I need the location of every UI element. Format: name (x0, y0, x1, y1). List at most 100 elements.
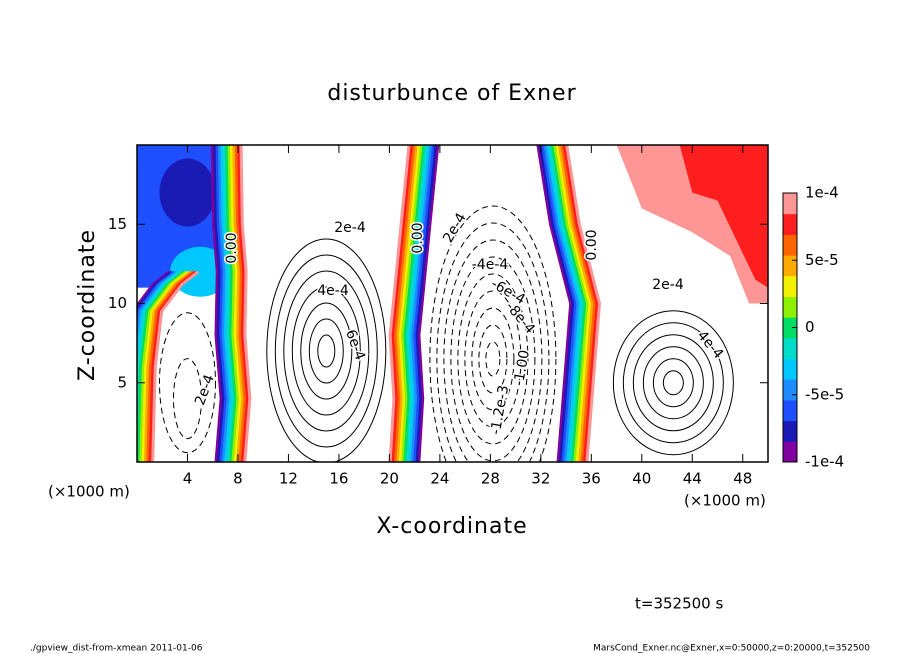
field-band (414, 145, 437, 462)
colorbar-band (783, 255, 797, 277)
field-band (230, 145, 242, 462)
field-band (548, 145, 585, 462)
contour-line (436, 222, 550, 462)
field-band (239, 145, 252, 462)
footer-right: MarsCond_Exner.nc@Exner,x=0:50000,z=0:20… (593, 644, 870, 654)
field-band (536, 145, 573, 462)
time-label: t=352500 s (635, 595, 723, 613)
contour-line (471, 307, 515, 411)
contour-line (291, 286, 361, 416)
field-band (390, 145, 413, 462)
field-band (393, 145, 416, 462)
colorbar-tick-label: -1e-4 (805, 453, 844, 471)
colorbar-tick-label: 0 (805, 318, 815, 336)
contour-line (485, 341, 501, 377)
contour-line (317, 334, 336, 368)
field-band (388, 145, 411, 462)
field-band (237, 145, 250, 462)
field-band (402, 145, 425, 462)
x-tick-label: 12 (279, 470, 298, 488)
field-band (218, 145, 230, 462)
contour-label: -4e-4 (472, 257, 509, 273)
contour-label: 0.00 (224, 232, 240, 263)
contour-line (308, 318, 344, 384)
x-tick-label: 32 (531, 470, 550, 488)
field-band (412, 145, 435, 462)
contour-line (274, 254, 378, 448)
field-band (395, 145, 418, 462)
field-band (210, 145, 223, 462)
field-band (417, 145, 440, 462)
contour-line (172, 358, 202, 440)
colorbar-band (783, 317, 797, 339)
contour-line (266, 238, 387, 462)
x-tick-label: 20 (380, 470, 399, 488)
contour-line (478, 324, 508, 394)
colorbar-band (783, 193, 797, 215)
contour-label: 0.00 (584, 229, 600, 260)
field-band (555, 145, 592, 462)
field-band (410, 145, 433, 462)
x-tick-label: 28 (481, 470, 500, 488)
contour-line (642, 346, 704, 420)
contour-line (429, 205, 557, 462)
colorbar-band (783, 213, 797, 235)
contour-label: 0.00 (410, 222, 426, 253)
field-band (565, 145, 602, 462)
field-band (538, 145, 575, 462)
field-band (151, 270, 200, 462)
field-band (232, 145, 245, 462)
contour-line (283, 270, 370, 432)
field-region (679, 145, 768, 288)
colorbar-band (783, 234, 797, 256)
field-band (558, 145, 594, 462)
x-tick-label: 48 (733, 470, 752, 488)
field (137, 145, 768, 462)
contour-label: 2e-4 (652, 277, 684, 293)
field-band (560, 145, 597, 462)
field-band (407, 145, 430, 462)
contour-line (443, 239, 543, 462)
colorbar-tick-label: 1e-4 (805, 184, 839, 202)
y-axis-label: Z-coordinate (75, 229, 100, 381)
x-axis-label: X-coordinate (376, 514, 527, 539)
field-band (562, 145, 599, 462)
x-unit-label: (×1000 m) (48, 483, 130, 501)
colorbar-band (783, 420, 797, 442)
x-tick-label: 4 (183, 470, 193, 488)
contour-line (652, 358, 694, 408)
chart-title: disturbunce of Exner (327, 81, 576, 106)
contour-line (612, 310, 734, 456)
field-band (553, 145, 590, 462)
field-band (546, 145, 582, 462)
field-band (541, 145, 578, 462)
colorbar-band (783, 379, 797, 401)
contour-line (464, 290, 522, 428)
y-tick-label: 15 (108, 215, 127, 233)
field-band (222, 145, 235, 462)
colorbar-tick-label: -5e-5 (805, 385, 844, 403)
colorbar-band (783, 358, 797, 380)
field-band (543, 145, 580, 462)
field-region (159, 158, 216, 227)
colorbar-band (783, 275, 797, 297)
field-band (227, 145, 240, 462)
x-tick-label: 24 (430, 470, 449, 488)
contour-line (622, 322, 724, 444)
y-tick-label: 10 (108, 294, 127, 312)
footer-left: ./gpview_dist-from-xmean 2011-01-06 (30, 644, 203, 654)
contour-label: 2e-4 (334, 220, 366, 236)
x-tick-label: 36 (582, 470, 601, 488)
x-tick-label: 40 (632, 470, 651, 488)
field-band (405, 145, 428, 462)
field-band (400, 145, 423, 462)
colorbar-band (783, 399, 797, 422)
field-band (215, 145, 228, 462)
field-band (398, 145, 421, 462)
x-tick-label: 44 (683, 470, 702, 488)
colorbar-band (783, 296, 797, 318)
colorbar-tick-label: 5e-5 (805, 251, 839, 269)
field-band (234, 145, 247, 462)
x-unit-label: (×1000 m) (684, 492, 766, 510)
